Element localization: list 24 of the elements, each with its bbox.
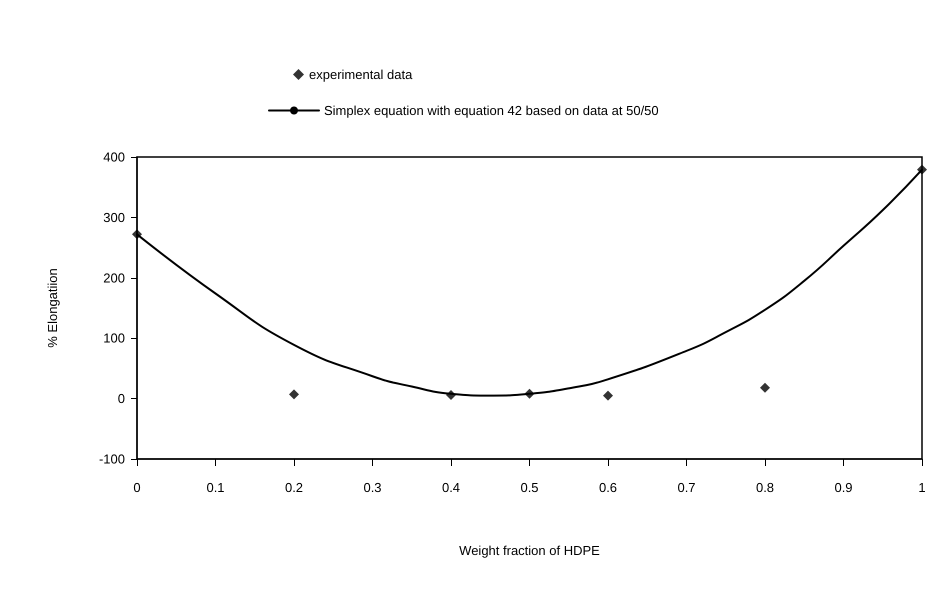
y-tick-label: -100 xyxy=(98,452,125,466)
x-tick-label: 0.8 xyxy=(756,480,774,495)
legend-label: experimental data xyxy=(309,67,414,82)
x-axis-title: Weight fraction of HDPE xyxy=(459,543,600,558)
x-tick-label: 0.2 xyxy=(284,480,304,495)
x-tick-label: 1 xyxy=(918,480,926,495)
y-tick-label: 100 xyxy=(103,330,125,346)
x-tick-label: 0.1 xyxy=(206,480,225,495)
y-tick-label: 400 xyxy=(103,150,125,164)
x-tick-label: 0.6 xyxy=(598,480,618,495)
point xyxy=(760,382,770,393)
y-tick-label: 300 xyxy=(103,210,125,225)
y-tick-label: 200 xyxy=(103,270,125,286)
x-tick-label: 0.4 xyxy=(442,480,460,495)
x-tick-label: 0.9 xyxy=(834,480,853,495)
x-tick-label: 0.7 xyxy=(677,480,696,495)
legend-label: Simplex equation with equation 42 based on data at 50/50 xyxy=(324,103,659,118)
x-tick-label: 0.5 xyxy=(520,480,539,495)
point xyxy=(603,390,613,401)
y-axis-title: % Elongatiion xyxy=(45,268,60,348)
x-tick-label: 0.3 xyxy=(363,480,382,495)
point xyxy=(289,389,299,400)
x-tick-label: 0 xyxy=(133,480,141,495)
y-tick-label: 0 xyxy=(118,391,125,406)
